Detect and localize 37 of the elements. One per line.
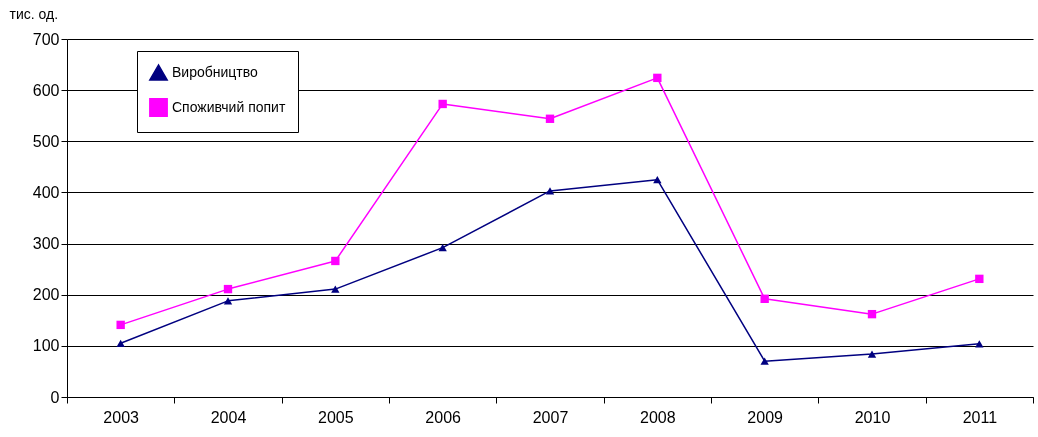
x-tick-label: 2005 (318, 408, 354, 426)
point (438, 99, 447, 109)
y-tick-label: 500 (32, 132, 60, 150)
legend-label: Виробництво (172, 63, 259, 80)
point (867, 309, 877, 319)
y-tick-label: 700 (32, 30, 60, 48)
x-tick-label: 2010 (854, 408, 891, 426)
x-tick-label: 2003 (103, 408, 140, 426)
point (545, 114, 555, 123)
y-tick-label: 400 (32, 183, 60, 201)
x-tick-label: 2007 (532, 408, 569, 426)
point (438, 244, 447, 252)
legend-label: Споживчий попит (172, 98, 286, 115)
y-axis-title: тис. од. (9, 5, 59, 22)
point (975, 274, 984, 284)
point (116, 320, 125, 330)
point (867, 350, 877, 358)
y-tick-label: 600 (32, 81, 60, 99)
point (223, 284, 233, 294)
y-tick-label: 100 (32, 337, 60, 355)
point (653, 176, 662, 184)
x-tick-label: 2006 (425, 408, 462, 426)
point (545, 187, 555, 195)
x-tick-label: 2009 (747, 408, 784, 426)
point (653, 73, 662, 83)
y-tick-label: 200 (32, 286, 60, 304)
y-tick-label: 300 (32, 235, 60, 253)
x-tick-label: 2004 (210, 408, 247, 426)
point (760, 357, 769, 365)
x-tick-label: 2008 (640, 408, 676, 426)
x-tick-label: 2011 (962, 408, 998, 426)
y-tick-label: 0 (50, 388, 60, 406)
point (975, 340, 984, 348)
point (116, 339, 125, 347)
point (760, 294, 769, 303)
point (331, 256, 340, 266)
point (331, 285, 340, 293)
